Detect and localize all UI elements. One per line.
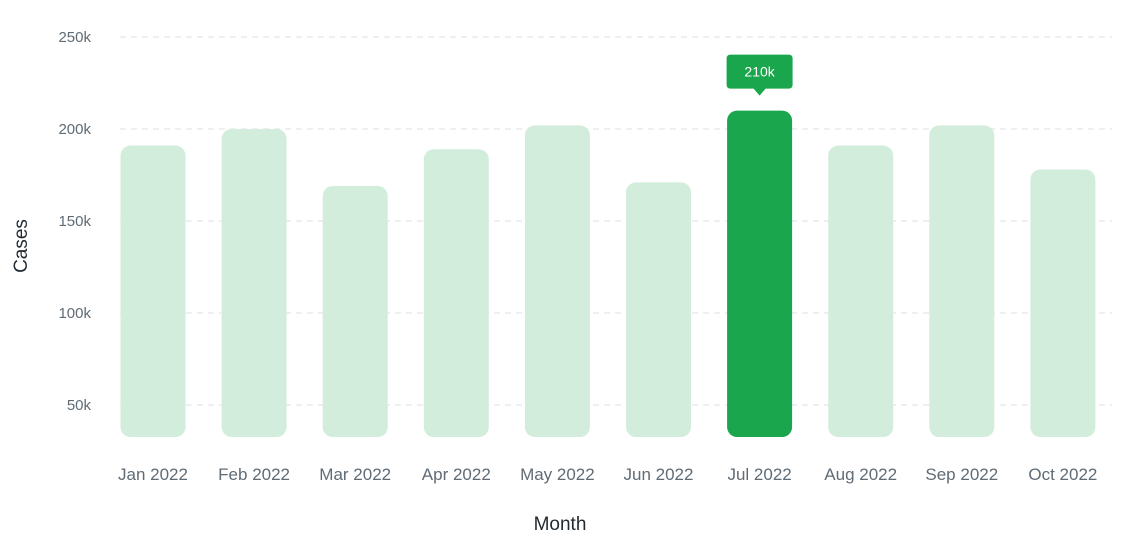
y-tick-label: 250k xyxy=(58,29,91,46)
bars xyxy=(120,110,1096,438)
bar[interactable] xyxy=(929,125,995,437)
x-tick-label: May 2022 xyxy=(520,465,595,484)
tooltip: 210k xyxy=(726,54,793,96)
bar[interactable] xyxy=(120,145,186,437)
x-axis-title: Month xyxy=(534,514,587,535)
bar[interactable] xyxy=(1030,169,1096,438)
x-tick-label: Aug 2022 xyxy=(824,465,897,484)
x-tick-label: Jan 2022 xyxy=(118,465,188,484)
y-tick-label: 150k xyxy=(58,213,91,230)
bar-highlighted[interactable] xyxy=(727,110,793,437)
y-axis-title: Cases xyxy=(11,219,32,273)
bar[interactable] xyxy=(626,182,691,437)
y-tick-label: 100k xyxy=(58,305,91,322)
bar[interactable] xyxy=(322,186,388,437)
tooltip-label: 210k xyxy=(744,64,775,80)
y-tick-label: 50k xyxy=(67,397,92,414)
bar[interactable] xyxy=(828,145,894,437)
bar[interactable] xyxy=(524,125,590,437)
y-axis-ticks: 50k 100k 150k 200k 250k xyxy=(58,29,91,414)
x-tick-label: Mar 2022 xyxy=(319,465,391,484)
x-tick-label: Jun 2022 xyxy=(624,465,694,484)
x-axis-ticks: Jan 2022 Feb 2022 Mar 2022 Apr 2022 May 2022… xyxy=(118,465,1097,484)
bar[interactable] xyxy=(221,129,287,437)
x-tick-label: Jul 2022 xyxy=(727,465,791,484)
x-tick-label: Apr 2022 xyxy=(422,465,491,484)
x-tick-label: Sep 2022 xyxy=(925,465,998,484)
bar[interactable] xyxy=(423,149,489,438)
x-tick-label: Feb 2022 xyxy=(218,465,290,484)
x-tick-label: Oct 2022 xyxy=(1028,465,1097,484)
tooltip-box xyxy=(726,54,793,96)
y-tick-label: 200k xyxy=(58,121,91,138)
